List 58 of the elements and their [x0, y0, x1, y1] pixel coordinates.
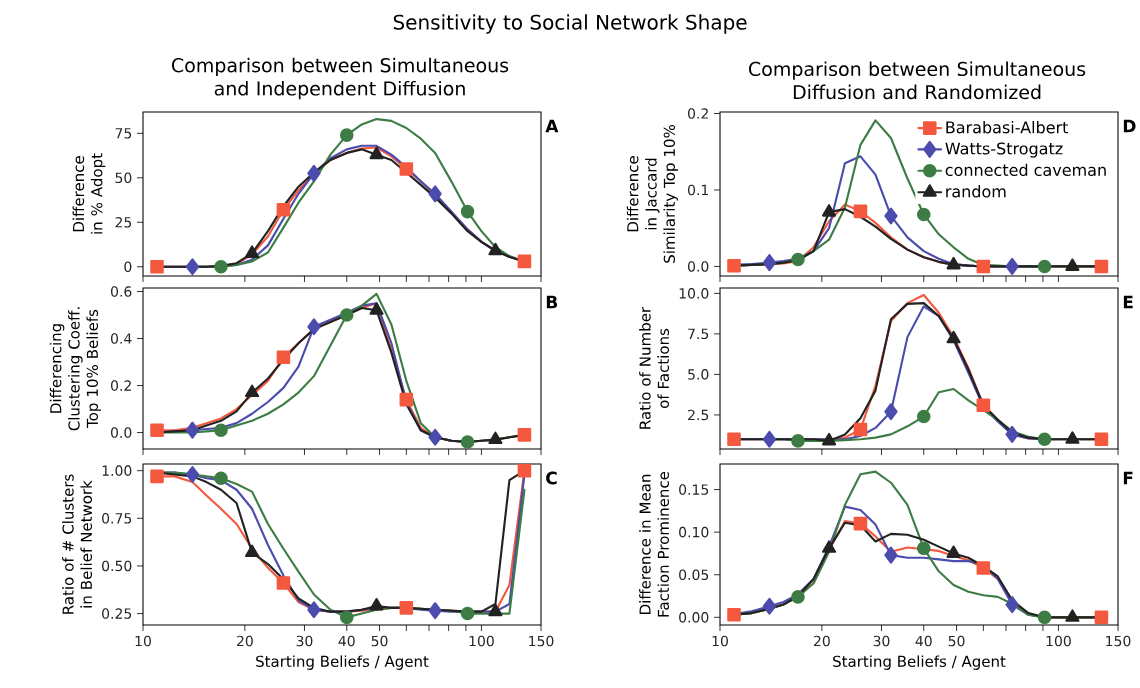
- text: E: [1123, 295, 1133, 309]
- x-tick-label: 10: [712, 635, 728, 647]
- chart-title: Sensitivity to Social Network Shape: [393, 14, 747, 34]
- y-axis-title: Ratio of Number of Factions: [639, 306, 670, 429]
- y-tick-label: 0.75: [102, 513, 132, 524]
- y-tick-label: 0.1: [687, 184, 709, 196]
- y-axis-title: Difference in % Adopt: [72, 153, 106, 234]
- x-tick-label: 150: [529, 635, 554, 647]
- y-tick-label: 5.0: [688, 369, 709, 380]
- y-tick-label: 0.15: [679, 484, 709, 495]
- y-tick-label: 0.05: [679, 569, 709, 581]
- x-tick-label: 30: [296, 635, 313, 647]
- y-tick-label: 0.10: [679, 526, 709, 538]
- text: D: [1123, 119, 1136, 133]
- x-tick-label: 30: [873, 635, 890, 647]
- chart-subtitle: Comparison between Simultaneous Diffusion and Randomized: [749, 61, 1086, 100]
- y-axis-title: Ratio of # Clusters in Belief Network: [62, 474, 93, 614]
- y-tick-label: 10.0: [679, 288, 709, 299]
- y-tick-label: 1.00: [102, 465, 132, 476]
- y-axis-title: Difference in Mean Faction Prominence: [639, 471, 670, 617]
- x-tick-label: 20: [813, 635, 830, 647]
- y-tick-label: 0.0: [110, 427, 132, 438]
- chart-subtitle: Comparison between Simultaneous and Independent Diffusion: [172, 57, 509, 100]
- text: F: [1123, 471, 1133, 485]
- x-axis-title: Starting Beliefs / Agent: [256, 655, 429, 670]
- y-tick-label: 0.6: [110, 286, 132, 297]
- y-tick-label: 25: [115, 216, 132, 228]
- legend-label: random: [946, 185, 1006, 198]
- x-tick-label: 10: [135, 635, 151, 647]
- y-tick-label: 0.0: [687, 261, 709, 272]
- y-tick-label: 0.50: [102, 560, 132, 572]
- legend-label: Barabasi-Albert: [946, 121, 1069, 134]
- y-axis-title: Difference in Jaccard Similarity Top 10%: [626, 125, 678, 263]
- y-axis-title: Differencing Clustering Coeff. Top 10% Beliefs: [49, 307, 101, 431]
- x-tick-label: 40: [915, 635, 932, 647]
- y-tick-label: 0: [124, 261, 132, 273]
- x-tick-label: 50: [371, 635, 388, 647]
- text: A: [545, 119, 559, 133]
- y-tick-label: 2.5: [688, 409, 709, 421]
- x-tick-label: 100: [1046, 635, 1071, 647]
- x-tick-label: 20: [236, 635, 253, 647]
- x-tick-label: 150: [1106, 635, 1131, 647]
- y-tick-label: 0.4: [110, 333, 132, 344]
- legend-label: connected caveman: [945, 163, 1106, 177]
- x-axis-title: Starting Beliefs / Agent: [833, 655, 1006, 670]
- y-tick-label: 7.5: [688, 328, 709, 340]
- y-tick-label: 0.2: [110, 380, 131, 391]
- x-tick-label: 40: [338, 635, 355, 647]
- text: C: [546, 471, 557, 485]
- x-tick-label: 100: [469, 635, 494, 647]
- y-tick-label: 0.25: [102, 608, 132, 619]
- y-tick-label: 0.00: [679, 612, 709, 623]
- x-tick-label: 50: [948, 635, 965, 647]
- legend-label: Watts-Strogatz: [945, 142, 1063, 158]
- text: B: [546, 295, 558, 309]
- y-tick-label: 0.2: [687, 108, 708, 119]
- y-tick-label: 75: [115, 128, 132, 139]
- y-tick-label: 50: [115, 172, 132, 184]
